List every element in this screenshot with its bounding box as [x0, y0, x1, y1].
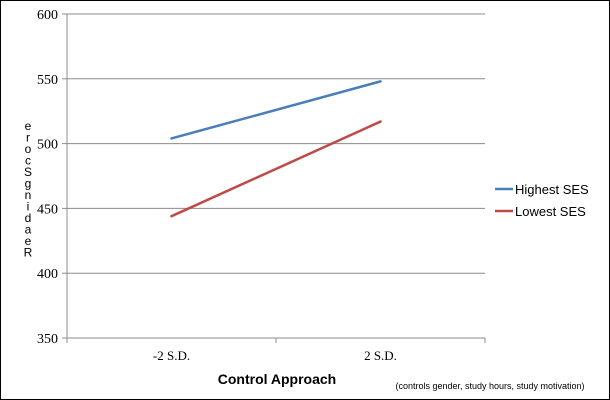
y-tick-label: 350 — [37, 332, 58, 347]
series-line-0 — [170, 80, 382, 140]
x-tick-label: 2 S.D. — [364, 348, 397, 363]
axes — [62, 13, 486, 343]
series-line-1 — [170, 120, 382, 218]
y-tick-label: 500 — [37, 138, 58, 153]
legend-label-0: Highest SES — [515, 182, 589, 197]
legend: Highest SES Lowest SES — [495, 182, 589, 219]
gridlines — [67, 13, 485, 339]
legend-label-1: Lowest SES — [515, 204, 586, 219]
x-tick-labels: -2 S.D. 2 S.D. — [153, 348, 397, 363]
y-tick-label: 400 — [37, 267, 58, 282]
y-tick-label: 600 — [37, 8, 58, 23]
y-tick-label: 550 — [37, 73, 58, 88]
y-tick-label: 450 — [37, 202, 58, 217]
y-tick-labels: 350 400 450 500 550 600 — [37, 8, 58, 347]
x-tick-label: -2 S.D. — [153, 348, 190, 363]
chart-note: (controls gender, study hours, study mot… — [395, 381, 584, 391]
x-axis-label: Control Approach — [218, 371, 336, 387]
series-lines — [170, 80, 382, 218]
